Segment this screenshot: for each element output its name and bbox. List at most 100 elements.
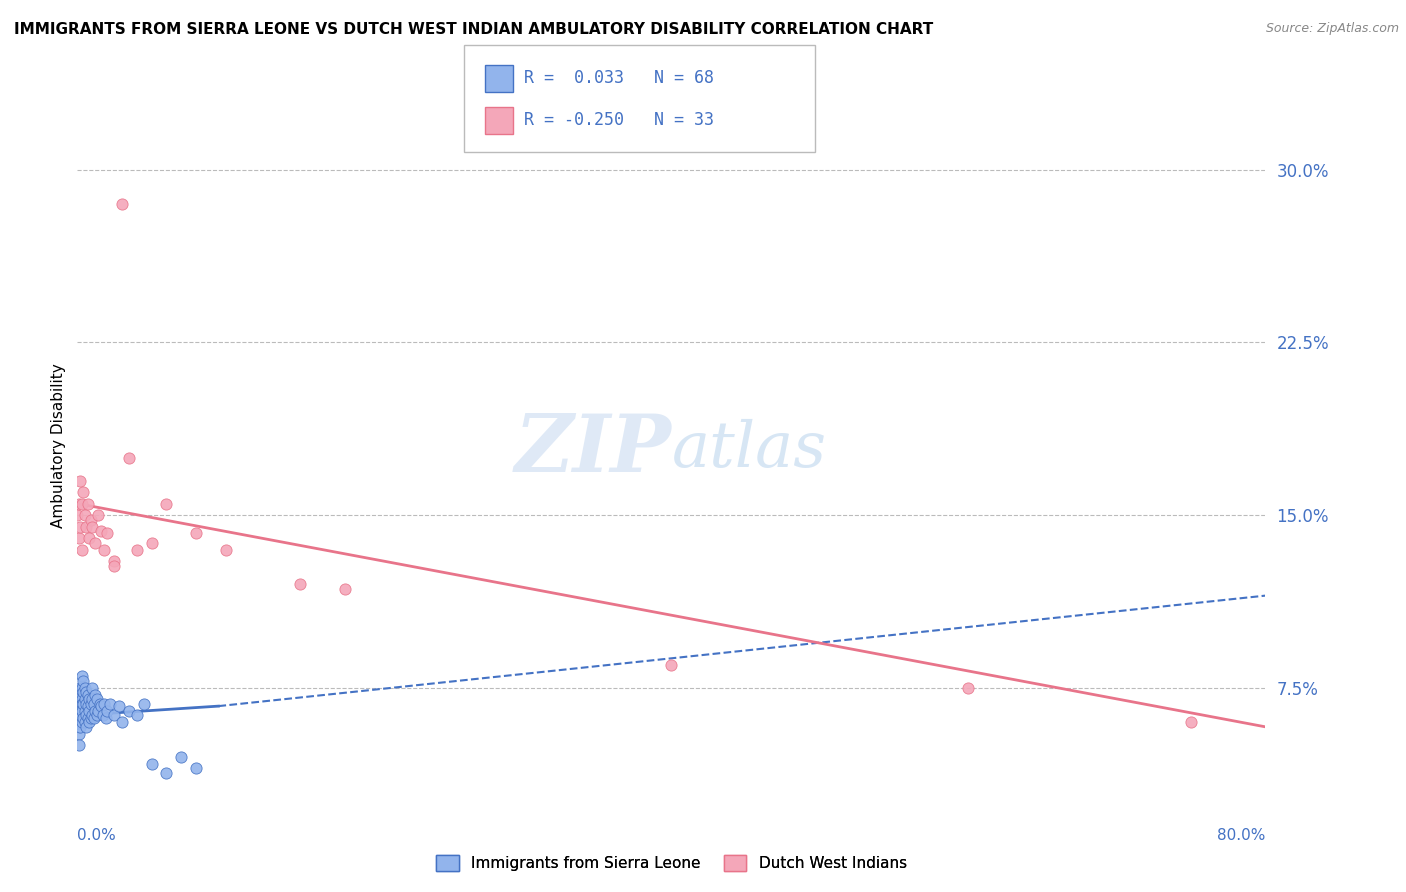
Point [75,697,97,711]
Point [86,692,108,706]
Point [83,697,105,711]
Text: R = -0.250   N = 33: R = -0.250 N = 33 [524,112,714,129]
Point [77,704,100,718]
Point [69,711,91,725]
Point [288,577,311,591]
Point [69,697,91,711]
Point [77,715,100,730]
Point [661,657,683,672]
Point [66,697,89,711]
Point [72,685,94,699]
Point [103,558,125,573]
Point [96,704,118,718]
Point [76,711,98,725]
Point [67,727,90,741]
Point [66,508,89,522]
Point [186,526,208,541]
Point [76,688,98,702]
Point [73,704,96,718]
Point [93,542,115,557]
Point [84,535,107,549]
Text: Source: ZipAtlas.com: Source: ZipAtlas.com [1265,22,1399,36]
Text: 0.0%: 0.0% [77,829,117,843]
Point [73,508,96,522]
Point [70,692,93,706]
Point [90,524,112,538]
Point [1180,715,1202,730]
Point [75,708,97,723]
Point [70,715,93,730]
Point [91,708,114,723]
Point [83,711,105,725]
Point [80,711,103,725]
Point [69,474,91,488]
Point [69,692,91,706]
Point [67,738,90,752]
Point [96,526,118,541]
Y-axis label: Ambulatory Disability: Ambulatory Disability [51,364,66,528]
Point [77,531,100,545]
Point [333,582,356,596]
Point [98,697,121,711]
Text: atlas: atlas [672,418,827,481]
Point [957,681,980,695]
Text: IMMIGRANTS FROM SIERRA LEONE VS DUTCH WEST INDIAN AMBULATORY DISABILITY CORRELAT: IMMIGRANTS FROM SIERRA LEONE VS DUTCH WE… [14,22,934,37]
Point [215,542,238,557]
Point [87,704,110,718]
Point [72,673,94,688]
Point [69,681,91,695]
Point [75,720,97,734]
Point [70,669,93,683]
Point [90,699,112,714]
Point [82,681,104,695]
Point [82,708,104,723]
Point [77,692,100,706]
Point [108,699,131,714]
Point [67,720,90,734]
Point [72,485,94,500]
Point [73,681,96,695]
Point [80,697,103,711]
Point [141,756,163,771]
Point [93,697,115,711]
Point [75,519,97,533]
Point [67,531,90,545]
Point [67,704,90,718]
Point [84,704,107,718]
Point [69,720,91,734]
Point [186,761,208,775]
Point [111,197,134,211]
Point [67,688,90,702]
Point [118,704,141,718]
Point [73,715,96,730]
Point [70,542,93,557]
Point [155,497,177,511]
Point [72,697,94,711]
Point [69,704,91,718]
Point [76,497,98,511]
Point [67,715,90,730]
Point [87,508,110,522]
Point [84,688,107,702]
Point [76,699,98,714]
Point [141,535,163,549]
Point [134,697,156,711]
Legend: Immigrants from Sierra Leone, Dutch West Indians: Immigrants from Sierra Leone, Dutch West… [430,849,912,877]
Point [72,711,94,725]
Point [170,749,193,764]
Point [70,497,93,511]
Point [80,513,103,527]
Text: ZIP: ZIP [515,411,672,488]
Point [111,715,134,730]
Point [69,519,91,533]
Point [67,497,90,511]
Point [89,697,111,711]
Point [73,692,96,706]
Point [67,697,90,711]
Point [70,697,93,711]
Point [70,704,93,718]
Point [70,681,93,695]
Point [75,685,97,699]
Point [94,711,117,725]
Point [118,450,141,465]
